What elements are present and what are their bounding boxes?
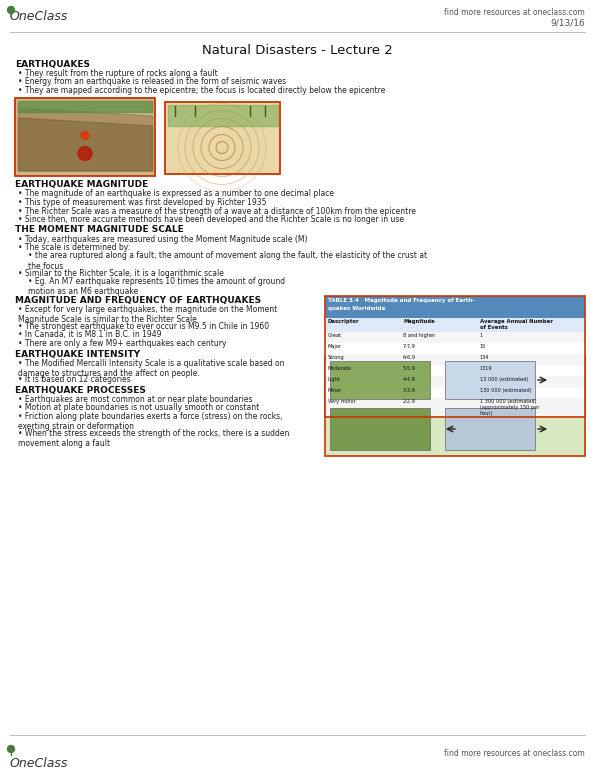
Bar xyxy=(325,296,585,318)
Bar xyxy=(325,318,585,332)
Text: 134: 134 xyxy=(480,355,489,360)
Circle shape xyxy=(78,146,92,160)
Text: Descriptor: Descriptor xyxy=(328,319,359,324)
Text: • Earthquakes are most common at or near plate boundaries: • Earthquakes are most common at or near… xyxy=(18,395,252,404)
Text: Minor: Minor xyxy=(328,388,342,393)
Text: • They result from the rupture of rocks along a fault: • They result from the rupture of rocks … xyxy=(18,69,218,78)
Text: • The magnitude of an earthquake is expressed as a number to one decimal place: • The magnitude of an earthquake is expr… xyxy=(18,189,334,199)
Text: • Since then, more accurate methods have been developed and the Richter Scale is: • Since then, more accurate methods have… xyxy=(18,215,404,224)
Text: MAGNITUDE AND FREQUENCY OF EARTHQUAKES: MAGNITUDE AND FREQUENCY OF EARTHQUAKES xyxy=(15,296,261,305)
Text: find more resources at oneclass.com: find more resources at oneclass.com xyxy=(444,749,585,758)
Text: • Except for very large earthquakes, the magnitude on the Moment
Magnitude Scale: • Except for very large earthquakes, the… xyxy=(18,305,277,324)
Text: OneClass: OneClass xyxy=(10,757,68,770)
Text: • Similar to the Richter Scale, it is a logarithmic scale: • Similar to the Richter Scale, it is a … xyxy=(18,269,224,277)
Text: • It is based on 12 categories: • It is based on 12 categories xyxy=(18,376,131,384)
Text: Natural Disasters - Lecture 2: Natural Disasters - Lecture 2 xyxy=(202,44,392,57)
Bar xyxy=(330,361,430,399)
Bar xyxy=(325,376,585,387)
Text: 6-6.9: 6-6.9 xyxy=(403,355,416,360)
Text: 3-3.9: 3-3.9 xyxy=(403,388,416,393)
Text: EARTHQUAKE PROCESSES: EARTHQUAKE PROCESSES xyxy=(15,386,146,395)
Bar xyxy=(445,408,535,450)
Text: 7-7.9: 7-7.9 xyxy=(403,344,416,349)
Bar xyxy=(325,296,585,417)
Text: find more resources at oneclass.com: find more resources at oneclass.com xyxy=(444,8,585,17)
Bar xyxy=(165,102,280,173)
Text: Strong: Strong xyxy=(328,355,345,360)
Text: • The Richter Scale was a measure of the strength of a wave at a distance of 100: • The Richter Scale was a measure of the… xyxy=(18,206,416,216)
Text: Average Annual Number
of Events: Average Annual Number of Events xyxy=(480,319,553,330)
Text: Very minor: Very minor xyxy=(328,399,356,404)
Bar xyxy=(325,387,585,398)
Text: • They are mapped according to the epicentre; the focus is located directly belo: • They are mapped according to the epice… xyxy=(18,86,386,95)
Text: TABLE 3.4   Magnitude and Frequency of Earth-: TABLE 3.4 Magnitude and Frequency of Ear… xyxy=(328,298,474,303)
Text: Major: Major xyxy=(328,344,342,349)
Text: EARTHQUAKES: EARTHQUAKES xyxy=(15,60,90,69)
Text: • Today, earthquakes are measured using the Moment Magnitude scale (M): • Today, earthquakes are measured using … xyxy=(18,235,308,243)
Bar xyxy=(330,408,430,450)
Circle shape xyxy=(81,132,89,139)
Text: 1: 1 xyxy=(480,333,483,338)
Circle shape xyxy=(8,745,14,752)
Text: 13 000 (estimated): 13 000 (estimated) xyxy=(480,377,528,382)
Text: 5-5.9: 5-5.9 xyxy=(403,366,416,371)
Text: • Energy from an earthquake is released in the form of seismic waves: • Energy from an earthquake is released … xyxy=(18,78,286,86)
Text: 130 000 (estimated): 130 000 (estimated) xyxy=(480,388,531,393)
Circle shape xyxy=(8,6,14,14)
Text: • In Canada, it is M8.1 in B.C. in 1949: • In Canada, it is M8.1 in B.C. in 1949 xyxy=(18,330,161,340)
Bar xyxy=(325,398,585,417)
Text: quakes Worldwide: quakes Worldwide xyxy=(328,306,386,311)
Bar xyxy=(325,356,585,456)
Text: EARTHQUAKE MAGNITUDE: EARTHQUAKE MAGNITUDE xyxy=(15,180,148,189)
Bar xyxy=(325,354,585,365)
Text: • The strongest earthquake to ever occur is M9.5 in Chile in 1960: • The strongest earthquake to ever occur… xyxy=(18,322,269,331)
Text: Light: Light xyxy=(328,377,340,382)
Text: EARTHQUAKE INTENSITY: EARTHQUAKE INTENSITY xyxy=(15,350,140,359)
Text: THE MOMENT MAGNITUDE SCALE: THE MOMENT MAGNITUDE SCALE xyxy=(15,226,184,235)
Text: Moderate: Moderate xyxy=(328,366,352,371)
Text: • The scale is determined by:: • The scale is determined by: xyxy=(18,243,130,252)
Text: Great: Great xyxy=(328,333,342,338)
Text: • This type of measurement was first developed by Richter 1935: • This type of measurement was first dev… xyxy=(18,198,267,207)
Text: 4-4.9: 4-4.9 xyxy=(403,377,416,382)
Bar xyxy=(325,365,585,376)
Text: • Friction along plate boundaries exerts a force (stress) on the rocks,
exerting: • Friction along plate boundaries exerts… xyxy=(18,412,283,431)
Text: 2-2.9: 2-2.9 xyxy=(403,399,416,404)
Text: • Motion at plate boundaries is not usually smooth or constant: • Motion at plate boundaries is not usua… xyxy=(18,403,259,413)
Text: 1319: 1319 xyxy=(480,366,493,371)
Text: • When the stress exceeds the strength of the rocks, there is a sudden
movement : • When the stress exceeds the strength o… xyxy=(18,429,289,448)
Text: 9/13/16: 9/13/16 xyxy=(550,19,585,28)
Text: 15: 15 xyxy=(480,344,486,349)
Bar xyxy=(325,332,585,343)
Text: • There are only a few M9+ earthquakes each century: • There are only a few M9+ earthquakes e… xyxy=(18,339,227,348)
Bar xyxy=(15,98,155,176)
Text: • the area ruptured along a fault, the amount of movement along the fault, the e: • the area ruptured along a fault, the a… xyxy=(28,252,427,271)
Bar xyxy=(325,343,585,354)
Text: OneClass: OneClass xyxy=(10,11,68,24)
Text: • Eg. An M7 earthquake represents 10 times the amount of ground
motion as an M6 : • Eg. An M7 earthquake represents 10 tim… xyxy=(28,277,285,296)
Text: • The Modified Mercalli Intensity Scale is a qualitative scale based on
damage t: • The Modified Mercalli Intensity Scale … xyxy=(18,359,284,378)
Text: 1 300 000 (estimated)
(approximately 150 per
hour): 1 300 000 (estimated) (approximately 150… xyxy=(480,399,540,416)
Text: 8 and higher: 8 and higher xyxy=(403,333,436,338)
Text: Magnitude: Magnitude xyxy=(403,319,435,324)
Bar xyxy=(445,361,535,399)
